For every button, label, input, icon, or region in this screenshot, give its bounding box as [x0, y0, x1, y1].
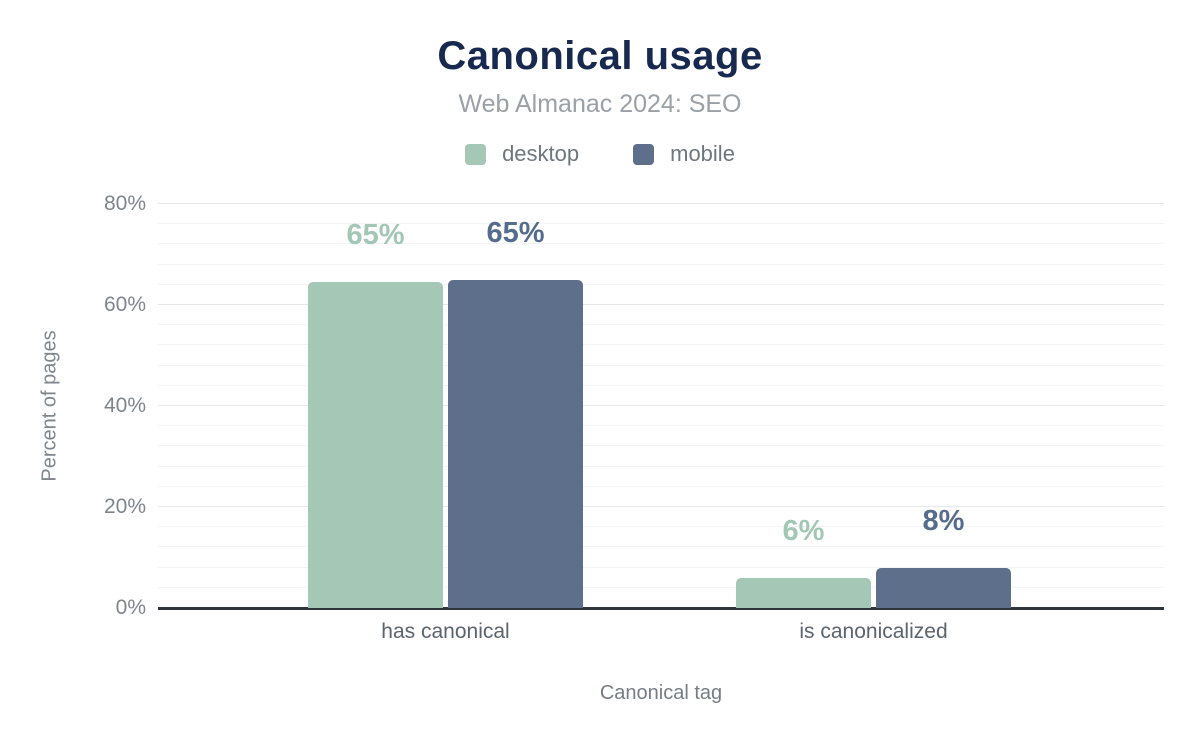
bar-column: 65% [308, 221, 443, 608]
x-axis-title: Canonical tag [599, 682, 723, 704]
gridline-minor [158, 243, 1164, 245]
y-tick-label: 0% [115, 596, 146, 619]
legend-swatch-mobile [633, 143, 655, 165]
gridline-minor [158, 223, 1164, 225]
gridline-minor [158, 364, 1164, 366]
y-tick-label: 20% [103, 495, 146, 518]
bar-desktop-has-canonical[interactable] [308, 282, 443, 608]
bar-column: 6% [736, 514, 871, 608]
gridline-minor [158, 526, 1164, 528]
bar-value-label-desktop: 6% [782, 514, 825, 547]
bar-group-0: 65% 65% [308, 216, 583, 608]
legend: desktop mobile [0, 141, 1200, 167]
gridline-major [158, 405, 1164, 406]
bar-mobile-has-canonical[interactable] [448, 279, 583, 608]
gridline-minor [158, 263, 1164, 265]
gridline-minor [158, 586, 1164, 588]
x-tick-label-0: has canonical [381, 620, 510, 643]
bar-value-label-desktop: 65% [346, 219, 405, 252]
chart-title: Canonical usage [437, 34, 763, 78]
legend-label: mobile [670, 141, 735, 166]
gridline-minor [158, 546, 1164, 548]
bar-value-label-mobile: 8% [922, 504, 965, 537]
legend-label: desktop [502, 141, 580, 166]
gridline-major [158, 304, 1164, 305]
plot-area: 65% 65% 6% 8% [158, 203, 1164, 610]
x-tick-label-1: is canonicalized [799, 620, 948, 643]
y-tick-label: 60% [103, 293, 146, 316]
gridline-minor [158, 485, 1164, 487]
gridline-minor [158, 283, 1164, 285]
y-tick-label: 40% [103, 394, 146, 417]
gridline-major [158, 203, 1164, 204]
chart-subtitle: Web Almanac 2024: SEO [458, 90, 742, 118]
bar-group-1: 6% 8% [736, 504, 1011, 608]
legend-item-mobile[interactable]: mobile [633, 141, 735, 167]
x-axis-line [158, 607, 1164, 610]
gridline-minor [158, 425, 1164, 427]
gridline-minor [158, 324, 1164, 326]
gridline-minor [158, 566, 1164, 568]
gridline-major [158, 506, 1164, 507]
bar-value-label-mobile: 65% [486, 216, 545, 249]
gridline-minor [158, 465, 1164, 467]
bar-desktop-is-canonicalized[interactable] [736, 577, 871, 608]
gridline-minor [158, 445, 1164, 447]
bar-column: 65% [448, 216, 583, 608]
legend-swatch-desktop [465, 143, 487, 165]
y-tick-label: 80% [103, 192, 146, 215]
bar-column: 8% [876, 504, 1011, 608]
bar-mobile-is-canonicalized[interactable] [876, 567, 1011, 608]
y-axis-title: Percent of pages [38, 330, 61, 482]
gridline-minor [158, 384, 1164, 386]
gridline-minor [158, 344, 1164, 346]
legend-item-desktop[interactable]: desktop [465, 141, 579, 167]
